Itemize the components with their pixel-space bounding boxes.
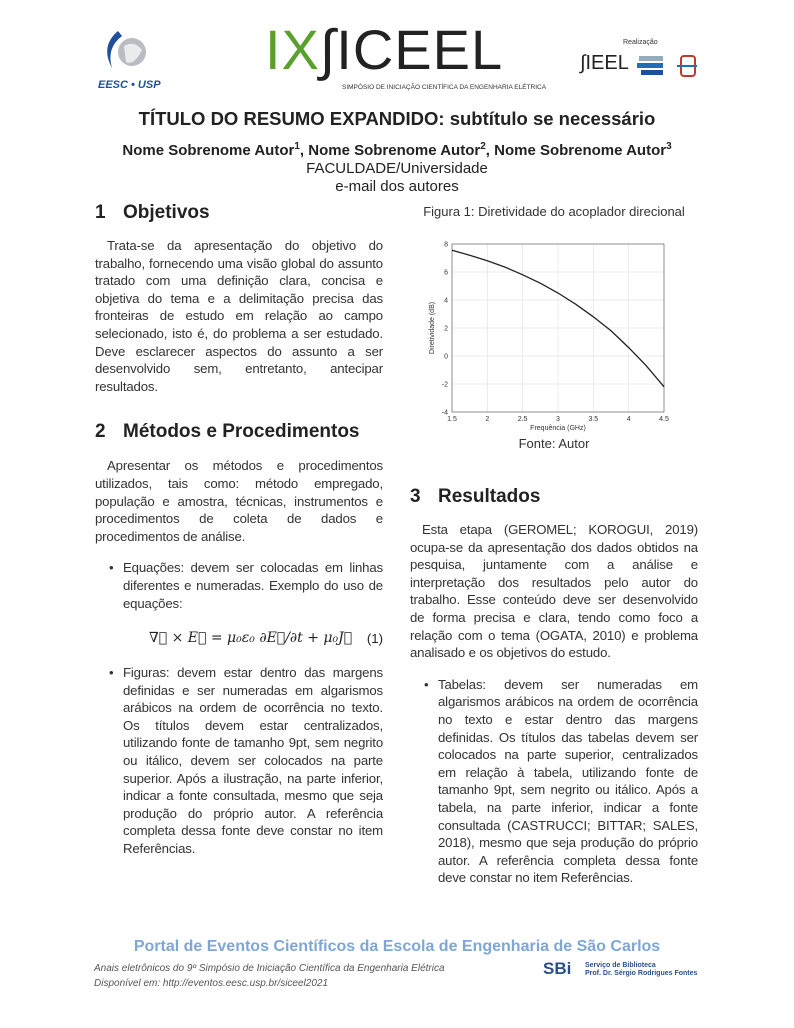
section-2-list: Equações: devem ser colocadas em linhas …	[95, 559, 383, 612]
realizacao-label: Realização	[623, 39, 658, 46]
siceel-logo: IX∫ICEEL	[265, 22, 503, 78]
partner-logos	[637, 55, 697, 77]
section-number: 3	[410, 486, 421, 507]
logo-ix: IX	[265, 18, 320, 81]
eesc-usp-logo: EESC • USP	[98, 26, 161, 92]
sbi-logo: SBi	[543, 959, 572, 978]
x-tick-label: 4	[627, 416, 631, 423]
y-tick-label: -4	[442, 410, 448, 417]
list-item: Equações: devem ser colocadas em linhas …	[109, 559, 383, 612]
footer-line-1: Anais eletrônicos do 9º Simpósio de Inic…	[94, 963, 445, 974]
equation-number: (1)	[366, 630, 383, 646]
section-3-list: Tabelas: devem ser numeradas em algarism…	[410, 676, 698, 887]
y-tick-label: 8	[444, 242, 448, 249]
authors: Nome Sobrenome Autor1, Nome Sobrenome Au…	[122, 141, 672, 160]
sbi-line-1: Serviço de Biblioteca	[585, 962, 656, 969]
x-tick-label: 2.5	[518, 416, 528, 423]
x-tick-label: 3.5	[588, 416, 598, 423]
author-sup: 3	[666, 141, 672, 152]
author-sup: 2	[480, 141, 486, 152]
y-tick-label: 4	[444, 298, 448, 305]
eesc-logo-text: EESC • USP	[98, 79, 161, 91]
section-number: 2	[95, 421, 106, 443]
section-title: Objetivos	[123, 202, 210, 223]
x-tick-label: 2	[485, 416, 489, 423]
right-column: Figura 1: Diretividade do acoplador dire…	[410, 204, 698, 887]
author: Nome Sobrenome Autor	[122, 142, 295, 159]
section-3-text: Esta etapa (GEROMEL; KOROGUI, 2019) ocup…	[410, 522, 698, 661]
author-sup: 1	[294, 141, 300, 152]
footer-portal: Portal de Eventos Científicos da Escola …	[133, 938, 661, 955]
x-tick-label: 4.5	[659, 416, 669, 423]
eesc-logo-graphic	[107, 31, 146, 68]
footer-line-2: Disponível em: http://eventos.eesc.usp.b…	[94, 978, 329, 989]
directivity-line	[451, 249, 665, 388]
paper-title: TÍTULO DO RESUMO EXPANDIDO: subtítulo se…	[138, 108, 656, 129]
sbi-line-2: Prof. Dr. Sérgio Rodrigues Fontes	[585, 970, 698, 977]
x-axis-label: Frequência (GHz)	[530, 425, 586, 432]
x-tick-label: 1.5	[447, 416, 457, 423]
section-title: Métodos e Procedimentos	[123, 421, 360, 443]
figure-source: Fonte: Autor	[518, 436, 590, 451]
section-title: Resultados	[438, 486, 541, 507]
affiliation: FACULDADE/Universidade	[306, 160, 488, 177]
sieel-logo: ∫IEEL	[580, 52, 629, 74]
y-tick-label: 2	[444, 326, 448, 333]
x-tick-label: 3	[556, 416, 560, 423]
section-2-heading: 2 Métodos e Procedimentos	[95, 421, 383, 443]
section-number: 1	[95, 202, 106, 223]
sbi-text: Serviço de Biblioteca Prof. Dr. Sérgio Ro…	[585, 962, 697, 978]
equation-row: ∇⃗ × E⃗ = μ₀ε₀ ∂E⃗/∂t + μ₀J⃗ (1)	[95, 630, 383, 646]
left-column: 1 Objetivos Trata-se da apresentação do o…	[95, 202, 383, 858]
author: Nome Sobrenome Autor	[494, 142, 667, 159]
plot-frame	[451, 243, 665, 413]
equation: ∇⃗ × E⃗ = μ₀ε₀ ∂E⃗/∂t + μ₀J⃗	[149, 630, 353, 647]
directivity-chart: 1.5 2 2.5 3 3.5 4 4.5 -4 -2 0 2 4 6 8 Frequência (GHz)…	[429, 242, 669, 433]
email: e-mail dos autores	[335, 178, 459, 195]
section-2-text: Apresentar os métodos e procedimentos ut…	[95, 458, 383, 544]
y-tick-label: 0	[444, 354, 448, 361]
y-tick-label: 6	[444, 270, 448, 277]
section-3-heading: 3 Resultados	[410, 486, 698, 508]
list-item: Tabelas: devem ser numeradas em algarism…	[424, 676, 698, 887]
section-1-text: Trata-se da apresentação do objetivo do …	[95, 238, 383, 394]
list-item: Figuras: devem estar dentro das margens …	[109, 664, 383, 858]
author: Nome Sobrenome Autor	[308, 142, 481, 159]
y-tick-label: -2	[442, 382, 448, 389]
logo-name: ∫ICEEL	[319, 18, 504, 81]
event-subtitle: SIMPÓSIO DE INICIAÇÃO CIENTÍFICA DA ENGE…	[342, 84, 547, 91]
section-2-list-2: Figuras: devem estar dentro das margens …	[95, 664, 383, 858]
section-1-heading: 1 Objetivos	[95, 202, 383, 224]
figure-caption: Figura 1: Diretividade do acoplador dire…	[423, 204, 685, 219]
y-axis-label: Diretividade (dB)	[429, 302, 436, 354]
